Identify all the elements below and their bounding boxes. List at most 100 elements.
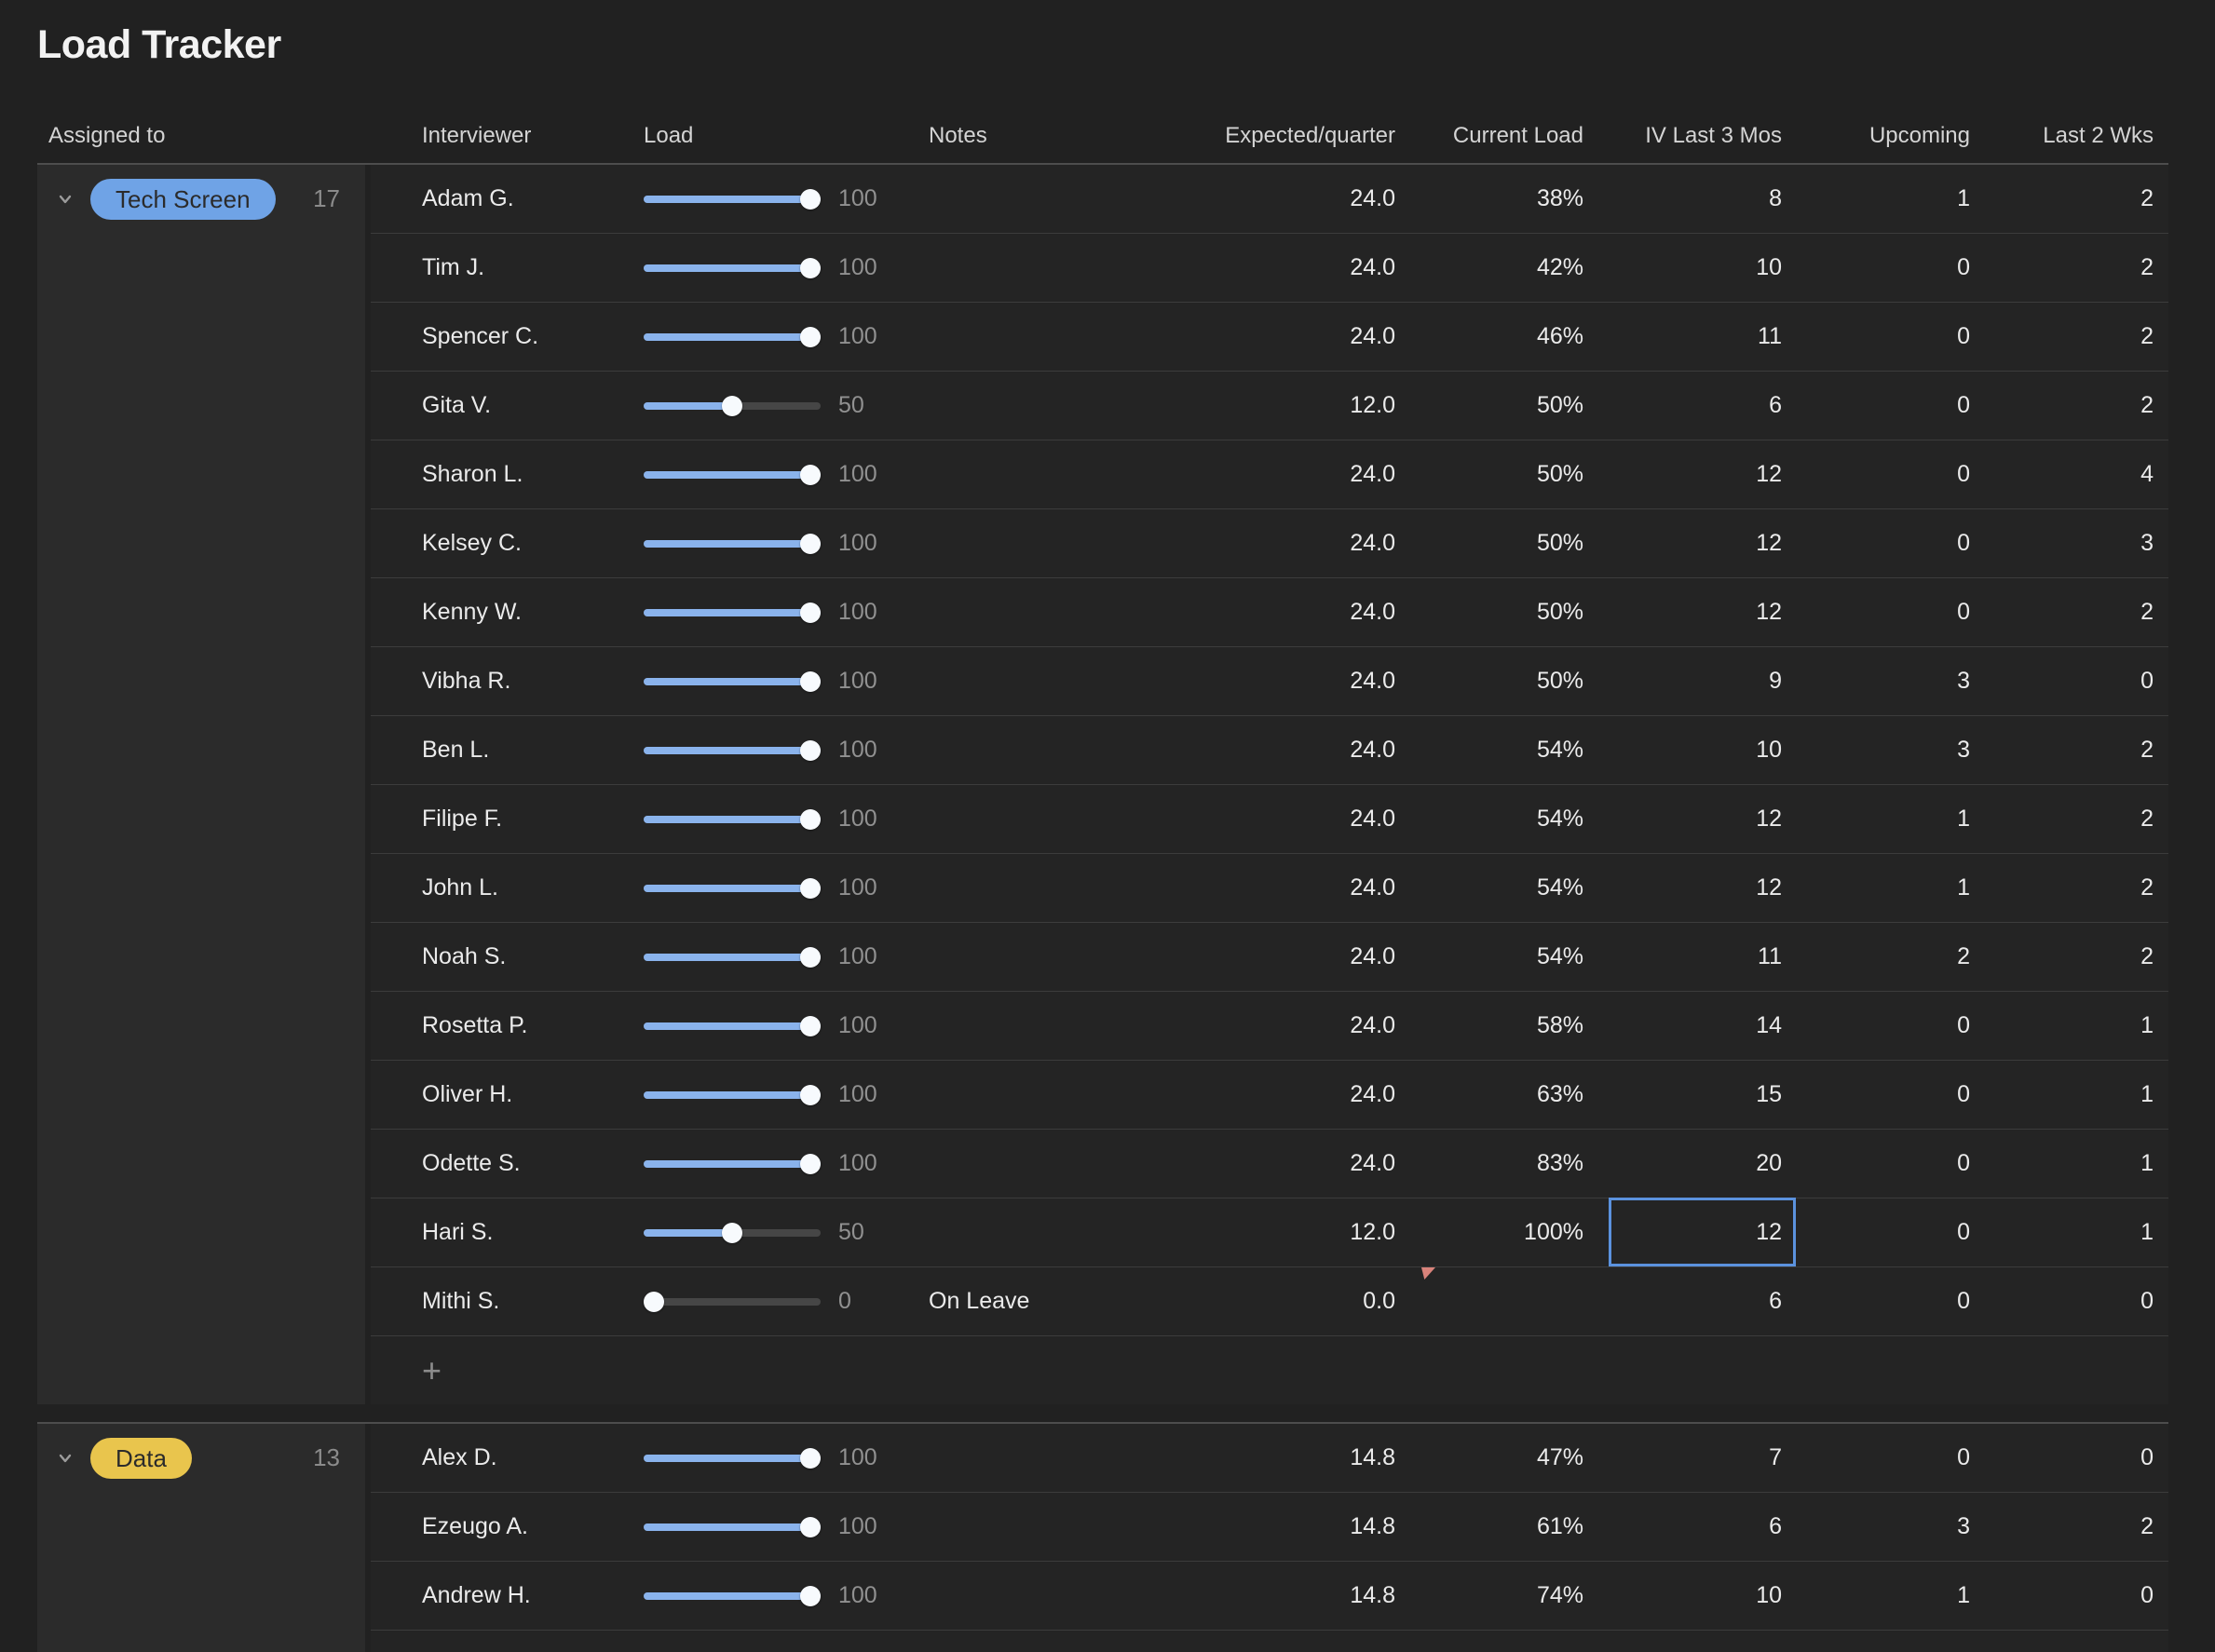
upcoming-cell[interactable]: 1 xyxy=(1796,1562,1984,1630)
upcoming-cell[interactable]: 0 xyxy=(1796,992,1984,1060)
notes-cell[interactable] xyxy=(917,440,1239,508)
interviewer-cell[interactable]: Vibha R. xyxy=(422,668,511,694)
current-load-cell[interactable]: 50% xyxy=(1421,578,1609,646)
current-load-cell[interactable]: 63% xyxy=(1421,1061,1609,1129)
slider-track[interactable] xyxy=(644,1153,821,1174)
last-2-wks-cell[interactable]: 0 xyxy=(1984,647,2168,715)
upcoming-cell[interactable]: 0 xyxy=(1796,578,1984,646)
column-header-upcoming[interactable]: Upcoming xyxy=(1796,109,1984,163)
load-cell[interactable]: 100 xyxy=(641,1493,917,1561)
notes-cell[interactable] xyxy=(917,1198,1239,1266)
current-load-cell[interactable]: 54% xyxy=(1421,923,1609,991)
column-header-load[interactable]: Load xyxy=(641,109,917,163)
notes-cell[interactable] xyxy=(917,992,1239,1060)
upcoming-cell[interactable]: 0 xyxy=(1796,303,1984,371)
iv-last-3-mos-cell[interactable]: 9 xyxy=(1609,647,1796,715)
slider-thumb[interactable] xyxy=(800,464,821,485)
notes-cell[interactable]: On Leave xyxy=(929,1288,1030,1314)
iv-last-3-mos-cell[interactable]: 12 xyxy=(1609,854,1796,922)
iv-last-3-mos-cell[interactable]: 14 xyxy=(1609,992,1796,1060)
upcoming-cell[interactable]: 1 xyxy=(1796,165,1984,233)
load-cell[interactable]: 100 xyxy=(641,854,917,922)
iv-last-3-mos-cell[interactable]: 10 xyxy=(1609,1562,1796,1630)
current-load-cell[interactable] xyxy=(1421,1267,1609,1335)
slider-track[interactable] xyxy=(644,877,821,899)
slider-track[interactable] xyxy=(644,326,821,347)
column-header-iv-last-3-mos[interactable]: IV Last 3 Mos xyxy=(1609,109,1796,163)
slider-thumb[interactable] xyxy=(800,877,821,899)
load-cell[interactable]: 100 xyxy=(641,647,917,715)
last-2-wks-cell[interactable]: 0 xyxy=(1984,1562,2168,1630)
iv-last-3-mos-cell[interactable]: 12 xyxy=(1609,578,1796,646)
column-header-notes[interactable]: Notes xyxy=(917,109,1239,163)
expected-quarter-cell[interactable]: 24.0 xyxy=(1239,923,1421,991)
interviewer-cell[interactable]: Kelsey C. xyxy=(422,530,522,556)
slider-thumb[interactable] xyxy=(800,739,821,761)
column-header-interviewer[interactable]: Interviewer xyxy=(371,109,641,163)
current-load-cell[interactable]: 46% xyxy=(1421,303,1609,371)
interviewer-cell[interactable]: Mithi S. xyxy=(422,1288,500,1314)
slider-thumb[interactable] xyxy=(800,1084,821,1105)
iv-last-3-mos-cell[interactable]: 12 xyxy=(1609,440,1796,508)
load-cell[interactable]: 50 xyxy=(641,372,917,440)
current-load-cell[interactable]: 38% xyxy=(1421,165,1609,233)
load-cell[interactable]: 100 xyxy=(641,440,917,508)
current-load-cell[interactable]: 58% xyxy=(1421,992,1609,1060)
interviewer-cell[interactable]: Filipe F. xyxy=(422,806,503,832)
slider-track[interactable] xyxy=(644,602,821,623)
slider-track[interactable] xyxy=(644,1585,821,1606)
upcoming-cell[interactable]: 0 xyxy=(1796,1424,1984,1492)
chevron-down-icon[interactable] xyxy=(56,1449,75,1468)
slider-thumb[interactable] xyxy=(800,533,821,554)
notes-cell[interactable] xyxy=(917,509,1239,577)
slider-track[interactable] xyxy=(644,188,821,210)
load-cell[interactable]: 100 xyxy=(641,165,917,233)
interviewer-cell[interactable]: Ben L. xyxy=(422,737,490,763)
load-cell[interactable]: 100 xyxy=(641,1061,917,1129)
notes-cell[interactable] xyxy=(917,303,1239,371)
slider-thumb[interactable] xyxy=(800,946,821,968)
expected-quarter-cell[interactable]: 24.0 xyxy=(1239,578,1421,646)
add-row-button[interactable]: + xyxy=(371,1336,641,1404)
last-2-wks-cell[interactable]: 2 xyxy=(1984,923,2168,991)
load-cell[interactable]: 100 xyxy=(641,509,917,577)
last-2-wks-cell[interactable]: 2 xyxy=(1984,1493,2168,1561)
iv-last-3-mos-cell[interactable]: 11 xyxy=(1609,923,1796,991)
iv-last-3-mos-cell[interactable]: 20 xyxy=(1609,1130,1796,1198)
expected-quarter-cell[interactable]: 24.0 xyxy=(1239,1061,1421,1129)
group-pill-tech-screen[interactable]: Tech Screen xyxy=(90,179,276,220)
interviewer-cell[interactable]: Oliver H. xyxy=(422,1081,513,1107)
slider-thumb[interactable] xyxy=(800,1516,821,1537)
notes-cell[interactable] xyxy=(917,165,1239,233)
column-header-assigned-to[interactable]: Assigned to xyxy=(37,109,371,163)
interviewer-cell[interactable]: Noah S. xyxy=(422,943,507,969)
slider-track[interactable] xyxy=(644,464,821,485)
interviewer-cell[interactable]: Adam G. xyxy=(422,185,514,211)
interviewer-cell[interactable]: Tim J. xyxy=(422,254,485,280)
expected-quarter-cell[interactable]: 24.0 xyxy=(1239,1130,1421,1198)
slider-track[interactable] xyxy=(644,257,821,278)
iv-last-3-mos-cell[interactable]: 12 xyxy=(1609,1198,1796,1266)
notes-cell[interactable] xyxy=(917,1130,1239,1198)
current-load-cell[interactable]: 50% xyxy=(1421,372,1609,440)
iv-last-3-mos-cell[interactable]: 10 xyxy=(1609,234,1796,302)
last-2-wks-cell[interactable]: 2 xyxy=(1984,785,2168,853)
expected-quarter-cell[interactable]: 0.0 xyxy=(1239,1267,1421,1335)
load-cell[interactable]: 100 xyxy=(641,716,917,784)
iv-last-3-mos-cell[interactable]: 11 xyxy=(1609,303,1796,371)
last-2-wks-cell[interactable]: 2 xyxy=(1984,165,2168,233)
interviewer-cell[interactable]: Ezeugo A. xyxy=(422,1513,528,1539)
current-load-cell[interactable]: 50% xyxy=(1421,509,1609,577)
load-cell[interactable]: 100 xyxy=(641,785,917,853)
notes-cell[interactable] xyxy=(917,234,1239,302)
current-load-cell[interactable]: 54% xyxy=(1421,785,1609,853)
iv-last-3-mos-cell[interactable]: 8 xyxy=(1609,165,1796,233)
last-2-wks-cell[interactable]: 3 xyxy=(1984,509,2168,577)
upcoming-cell[interactable]: 0 xyxy=(1796,234,1984,302)
last-2-wks-cell[interactable]: 1 xyxy=(1984,1198,2168,1266)
expected-quarter-cell[interactable]: 12.0 xyxy=(1239,372,1421,440)
upcoming-cell[interactable]: 0 xyxy=(1796,1198,1984,1266)
expected-quarter-cell[interactable]: 24.0 xyxy=(1239,647,1421,715)
group-pill-data[interactable]: Data xyxy=(90,1438,192,1479)
current-load-cell[interactable]: 47% xyxy=(1421,1424,1609,1492)
